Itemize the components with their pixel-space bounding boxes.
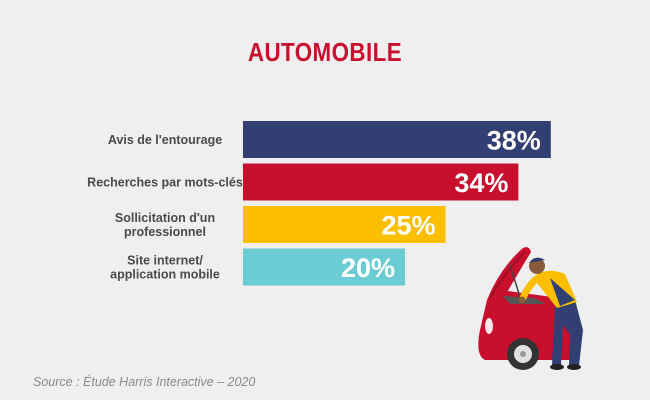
bar-1 <box>243 121 551 158</box>
bar-3 <box>243 206 446 243</box>
bar-4 <box>243 248 405 286</box>
bar-value-label-4: 20% <box>341 253 395 283</box>
bar-value-label-1: 38% <box>487 126 541 156</box>
bar-2 <box>243 163 519 201</box>
category-label-1: Avis de l'entourage <box>108 133 222 147</box>
chart-title: AUTOMOBILE <box>247 37 403 67</box>
category-label-4: Site internet/application mobile <box>110 254 220 282</box>
category-label-3: Sollicitation d'un professionnel <box>115 211 215 239</box>
category-label-2: Recherches par mots-clés <box>87 176 243 190</box>
mechanic-repairing-car-illustration <box>478 247 583 370</box>
source-note: Source : Étude Harris Interactive – 2020 <box>33 375 256 389</box>
bar-value-label-3: 25% <box>381 211 435 241</box>
bar-value-label-2: 34% <box>454 168 508 198</box>
